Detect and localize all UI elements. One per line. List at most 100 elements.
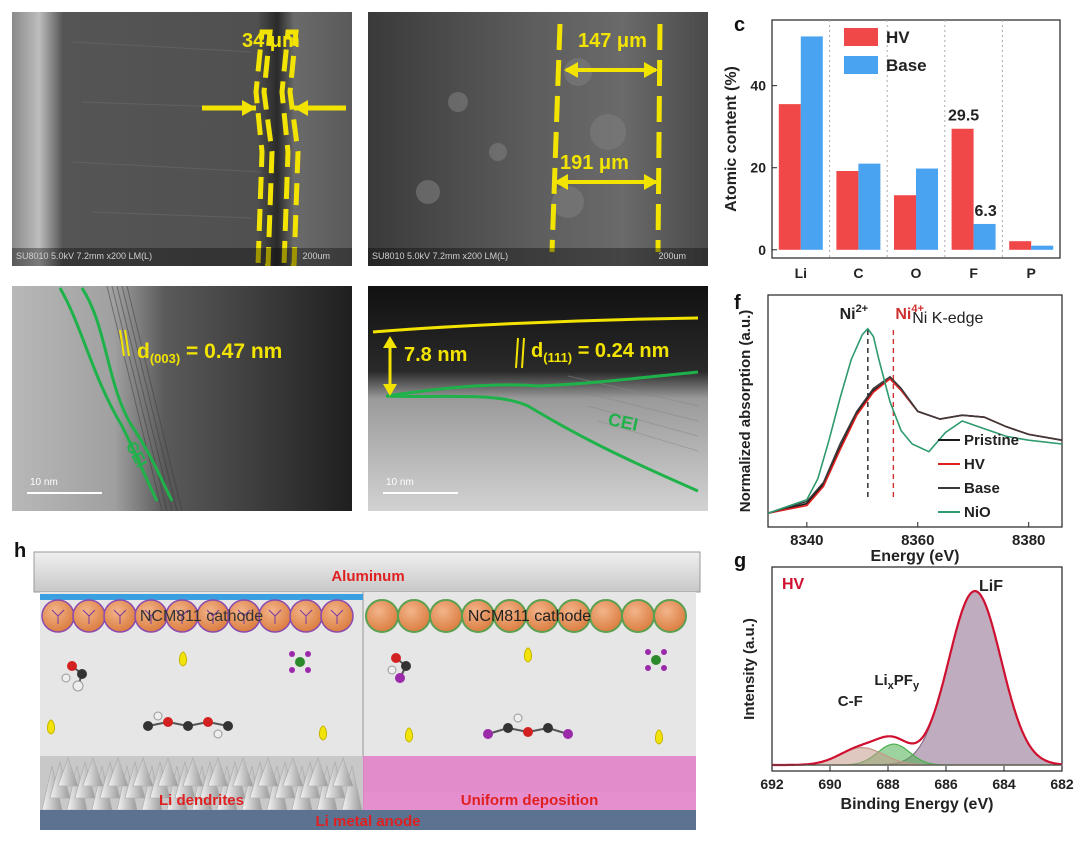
legend-label-hv: HV bbox=[886, 28, 910, 47]
schematic-h: Aluminum NCM811 cathode NCM811 cathode L… bbox=[28, 548, 708, 838]
particle-crack-icon bbox=[330, 609, 344, 624]
x-tick-label: 8360 bbox=[901, 532, 934, 549]
tem-image-e: 7.8 nm d(111) = 0.24 nm CEI 10 nm bbox=[368, 286, 708, 511]
x-tick-label: Li bbox=[795, 265, 807, 281]
x-tick-label: 8340 bbox=[790, 532, 823, 549]
x-tick-label: 692 bbox=[760, 776, 784, 792]
sem-image-b: 147 μm 191 μm SU8010 5.0kV 7.2mm x200 LM… bbox=[368, 12, 708, 266]
sem-info-b: SU8010 5.0kV 7.2mm x200 LM(L) bbox=[372, 251, 509, 261]
x-tick-label: 686 bbox=[934, 776, 958, 792]
bar-hv-f bbox=[951, 128, 974, 250]
schematic-graphics bbox=[33, 551, 701, 830]
uniform-deposition-label: Uniform deposition bbox=[460, 792, 599, 809]
particle-crack-icon bbox=[268, 609, 282, 624]
dendrite-spike bbox=[107, 757, 129, 787]
tem-image-d: d(003) = 0.47 nm CEI 10 nm bbox=[12, 286, 352, 511]
plot-frame-g bbox=[771, 566, 1063, 772]
legend-swatch-hv bbox=[844, 28, 878, 46]
measurement-label-b-top: 147 μm bbox=[578, 30, 647, 52]
chart-c: Li C O F P 0 20 40 Atomic content (%) HV Base 29.5 6… bbox=[723, 19, 1061, 281]
y-axis-label-g: Intensity (a.u.) bbox=[741, 618, 758, 720]
panel-label-c: c bbox=[734, 14, 746, 36]
x-axis-label-f: Energy (eV) bbox=[871, 548, 960, 565]
legend-label-hv: HV bbox=[964, 456, 985, 473]
y-tick-label: 20 bbox=[750, 160, 766, 176]
x-tick-label: 684 bbox=[992, 776, 1016, 792]
dendrite-spike bbox=[82, 757, 104, 787]
dendrites-label: Li dendrites bbox=[158, 792, 244, 809]
particle-crack-icon bbox=[175, 609, 189, 624]
cathode-label-left: NCM811 cathode bbox=[139, 608, 264, 625]
series-line-nio bbox=[767, 327, 1063, 514]
dspacing-prefix-e: d bbox=[531, 340, 544, 362]
sem-footer-b: SU8010 5.0kV 7.2mm x200 LM(L) 200um bbox=[368, 248, 708, 266]
dendrite-spike bbox=[132, 757, 154, 787]
dendrite-spike bbox=[257, 757, 279, 787]
tem-texture-e bbox=[368, 286, 708, 511]
peak-lif bbox=[772, 590, 1063, 766]
bar-hv-o bbox=[894, 195, 916, 250]
series-line-base bbox=[767, 375, 1063, 514]
dendrite-spike bbox=[207, 757, 229, 787]
dendrite-spike bbox=[307, 757, 329, 787]
y-axis-label-c: Atomic content (%) bbox=[723, 66, 740, 212]
sem-texture-b bbox=[368, 12, 708, 266]
data-label-hv-f: 29.5 bbox=[948, 108, 979, 125]
bar-base-f bbox=[973, 223, 996, 250]
legend-label-nio: NiO bbox=[964, 504, 991, 521]
x-tick-label: F bbox=[969, 265, 978, 281]
dendrite-spike bbox=[332, 757, 354, 787]
scale-label-d: 10 nm bbox=[30, 477, 58, 488]
scale-label-b: 200um bbox=[658, 251, 686, 261]
x-tick-label: 8380 bbox=[1012, 532, 1045, 549]
y-tick-label: 40 bbox=[750, 78, 766, 94]
bar-base-o bbox=[916, 168, 938, 250]
marker-label: Ni2+ bbox=[840, 303, 869, 323]
dspacing-label-d: d(003) = 0.47 nm bbox=[137, 340, 282, 366]
measurement-label-b-bottom: 191 μm bbox=[560, 152, 629, 174]
x-tick-label: 682 bbox=[1050, 776, 1074, 792]
dspacing-value-d: = 0.47 nm bbox=[180, 340, 283, 363]
particle-crack-icon bbox=[206, 609, 220, 624]
particle-crack-icon bbox=[51, 609, 65, 624]
sem-image-a: 34 μm SU8010 5.0kV 7.2mm x200 LM(L) 200u… bbox=[12, 12, 352, 266]
x-tick-label: O bbox=[911, 265, 922, 281]
x-tick-label: 690 bbox=[818, 776, 842, 792]
dendrite-spike bbox=[157, 757, 179, 787]
dspacing-sub-e: (111) bbox=[543, 350, 573, 365]
dendrite-spike bbox=[282, 757, 304, 787]
bar-base-c bbox=[858, 163, 881, 250]
plot-frame-c bbox=[771, 19, 1061, 259]
marker-label: Ni4+ bbox=[895, 303, 924, 323]
particle-crack-icon bbox=[299, 609, 313, 624]
dspacing-value-e: = 0.24 nm bbox=[572, 340, 670, 362]
dspacing-prefix-d: d bbox=[137, 340, 150, 363]
dendrite-spike bbox=[57, 757, 79, 787]
chart-title-f: Ni K-edge bbox=[912, 310, 983, 327]
dspacing-sub-d: (003) bbox=[149, 351, 181, 367]
panel-label-f: f bbox=[734, 292, 741, 314]
chart-title-g: HV bbox=[782, 576, 805, 593]
cathode-label-right: NCM811 cathode bbox=[467, 608, 592, 625]
x-tick-label: 688 bbox=[876, 776, 900, 792]
legend-label-pristine: Pristine bbox=[964, 432, 1019, 449]
x-tick-label: C bbox=[853, 265, 863, 281]
chart-f: 8340 8360 8380 Energy (eV) Normalized absorp… bbox=[737, 294, 1063, 565]
y-axis-label-f: Normalized absorption (a.u.) bbox=[737, 310, 754, 513]
scale-label-e: 10 nm bbox=[386, 477, 414, 488]
tem-texture-d bbox=[12, 286, 352, 511]
data-label-base-f: 6.3 bbox=[974, 203, 996, 220]
bar-hv-p bbox=[1009, 241, 1032, 250]
sem-texture-a bbox=[12, 12, 352, 266]
chart-g: 692 690 688 686 684 682 Binding Energy (eV) Int… bbox=[741, 566, 1074, 813]
sem-footer-a: SU8010 5.0kV 7.2mm x200 LM(L) 200um bbox=[12, 248, 352, 266]
bar-base-p bbox=[1031, 245, 1054, 250]
bar-hv-li bbox=[778, 104, 801, 250]
particle-crack-icon bbox=[82, 609, 96, 624]
y-tick-label: 0 bbox=[758, 242, 766, 258]
x-tick-label: P bbox=[1027, 265, 1036, 281]
bar-hv-c bbox=[836, 171, 859, 250]
measurement-label-a: 34 μm bbox=[242, 30, 300, 52]
envelope-line bbox=[772, 589, 1063, 767]
sem-info-a: SU8010 5.0kV 7.2mm x200 LM(L) bbox=[16, 251, 153, 261]
